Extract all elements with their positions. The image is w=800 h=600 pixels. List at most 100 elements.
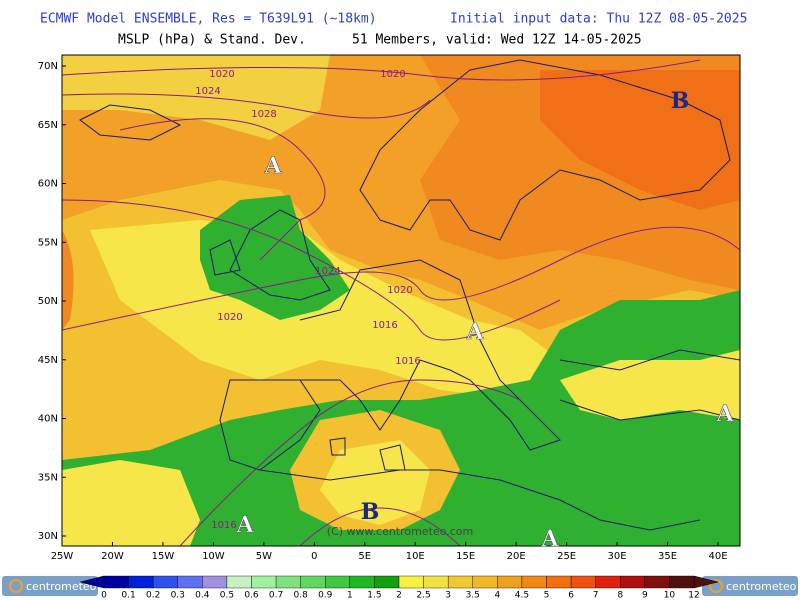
colorbar-box — [595, 575, 621, 589]
lon-label: 30E — [608, 551, 627, 562]
colorbar-label: 0.7 — [269, 591, 283, 600]
colorbar-label: 0.3 — [171, 591, 185, 600]
colorbar-box — [472, 575, 498, 589]
lon-label: 15W — [152, 551, 175, 562]
colorbar-label: 2.5 — [416, 591, 430, 600]
colorbar-label: 5 — [544, 591, 550, 600]
colorbar-label: 0.5 — [220, 591, 234, 600]
isobar-label: 1024 — [315, 266, 340, 277]
lon-label: 5W — [256, 551, 272, 562]
coastlines — [79, 59, 740, 531]
colorbar-label: 4 — [494, 591, 500, 600]
watermark: (C) www.centrometeo.com — [327, 525, 473, 538]
low-center: B — [671, 88, 690, 114]
colorbar-box — [620, 575, 646, 589]
colorbar-label: 0.6 — [244, 591, 259, 600]
logo-text: centrometeo — [26, 580, 97, 593]
lat-label: 40N — [38, 414, 58, 425]
colorbar-box — [177, 575, 203, 589]
colorbar-box — [497, 575, 523, 589]
high-center: A — [465, 319, 484, 345]
colorbar-label: 0.2 — [146, 591, 160, 600]
lon-label: 10E — [406, 551, 425, 562]
colorbar-label: 1.5 — [367, 591, 381, 600]
colorbar-label: 12 — [688, 591, 699, 600]
lat-label: 45N — [38, 355, 58, 366]
colorbar-box — [521, 575, 547, 589]
high-center: A — [235, 512, 254, 538]
high-center: A — [263, 153, 282, 179]
isobar-label: 1028 — [251, 109, 276, 120]
colorbar-label: 0.4 — [195, 591, 210, 600]
lat-label: 65N — [38, 120, 58, 131]
lon-label: 20W — [101, 551, 124, 562]
lat-label: 30N — [38, 531, 58, 542]
lat-label: 55N — [38, 237, 58, 248]
colorbar-label: 7 — [593, 591, 599, 600]
colorbar-box — [570, 575, 596, 589]
colorbar-box — [546, 575, 572, 589]
low-center: B — [361, 499, 380, 525]
colorbar-box — [103, 575, 129, 589]
colorbar-box — [349, 575, 375, 589]
colorbar-box — [374, 575, 400, 589]
colorbar-box — [398, 575, 424, 589]
logo-right: centrometeo — [702, 576, 798, 596]
isobar-label: 1020 — [217, 312, 242, 323]
colorbar-label: 3 — [445, 591, 451, 600]
init-title: Initial input data: Thu 12Z 08-05-2025 — [450, 12, 747, 27]
lon-label: 35E — [658, 551, 677, 562]
isobar-label: 1016 — [372, 320, 397, 331]
colorbar-box — [226, 575, 252, 589]
lat-label: 50N — [38, 296, 58, 307]
logo-icon — [709, 579, 723, 593]
valid-title: 51 Members, valid: Wed 12Z 14-05-2025 — [352, 33, 642, 48]
colorbar-label: 4.5 — [515, 591, 529, 600]
colorbar-label: 2 — [396, 591, 402, 600]
map: 1020 1020 1024 1028 1024 1020 1020 1016 … — [61, 54, 741, 552]
lat-label: 35N — [38, 472, 58, 483]
colorbar-box — [275, 575, 301, 589]
colorbar-box — [202, 575, 228, 589]
colorbar-label: 9 — [642, 591, 648, 600]
isobar-label: 1016 — [395, 356, 420, 367]
high-center: A — [715, 401, 734, 427]
isobar-label: 1020 — [380, 69, 405, 80]
colorbar-label: 0.9 — [318, 591, 333, 600]
isobar-label: 1020 — [209, 69, 234, 80]
spread-area — [62, 55, 330, 140]
high-center: A — [540, 526, 559, 552]
colorbar-box — [669, 575, 695, 589]
colorbar-label: 8 — [617, 591, 623, 600]
logo-text: centrometeo — [726, 580, 797, 593]
colorbar-label: 1 — [347, 591, 353, 600]
logo-left: centrometeo — [2, 576, 98, 596]
lon-label: 25W — [51, 551, 74, 562]
spread-area — [62, 460, 200, 546]
lon-label: 0 — [311, 551, 317, 562]
colorbar-label: 6 — [568, 591, 574, 600]
colorbar-box — [644, 575, 670, 589]
colorbar-box — [447, 575, 473, 589]
colorbar-box — [251, 575, 277, 589]
isobar-label: 1016 — [211, 520, 236, 531]
colorbar-box — [128, 575, 154, 589]
colorbar-label: 3.5 — [466, 591, 480, 600]
field-title: MSLP (hPa) & Stand. Dev. — [118, 33, 306, 48]
lat-label: 70N — [38, 61, 58, 72]
spread-area — [62, 230, 74, 330]
colorbar-label: 0.1 — [121, 591, 135, 600]
isobar-label: 1020 — [387, 285, 412, 296]
logo-box — [2, 576, 98, 596]
lon-label: 5E — [358, 551, 371, 562]
colorbar-box — [152, 575, 178, 589]
colorbar-box — [423, 575, 449, 589]
colorbar-box — [325, 575, 351, 589]
lon-label: 15E — [456, 551, 475, 562]
lon-label: 20E — [507, 551, 526, 562]
logo-box — [702, 576, 798, 596]
isobar-label: 1024 — [195, 86, 220, 97]
logo-icon — [9, 579, 23, 593]
colorbar-label: 10 — [664, 591, 676, 600]
